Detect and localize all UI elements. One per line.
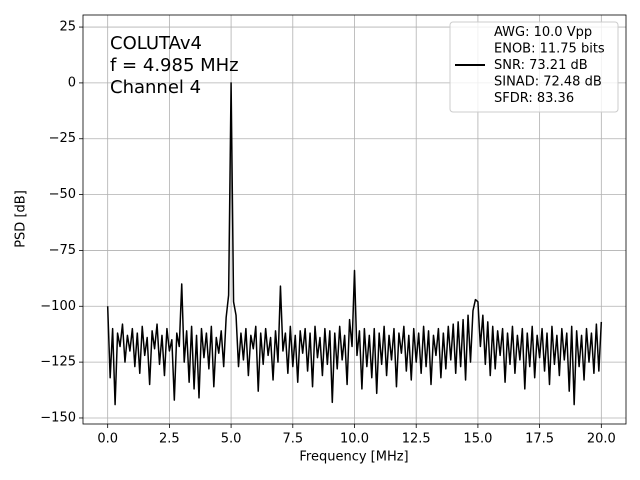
legend-box: [449, 21, 619, 113]
x-axis-label: Frequency [MHz]: [299, 450, 408, 465]
legend-label: AWG: 10.0 Vpp ENOB: 11.75 bits SNR: 73.21 …: [494, 25, 605, 106]
plot-area: [106, 82, 603, 406]
y-tick-label: 25: [59, 20, 76, 35]
x-tick-label: 12.5: [402, 432, 431, 447]
y-tick-label: −50: [49, 187, 76, 202]
y-tick-label: −150: [40, 410, 76, 425]
y-tick-label: 0: [68, 75, 76, 90]
series-line: [106, 82, 603, 406]
annotation-text: COLUTAv4: [110, 33, 202, 54]
x-tick-label: 0.0: [97, 432, 118, 447]
y-tick-label: −25: [49, 131, 76, 146]
x-tick-label: 2.5: [159, 432, 180, 447]
x-tick-label: 20.0: [587, 432, 616, 447]
y-axis-label: PSD [dB]: [14, 190, 29, 248]
x-tick-label: 7.5: [282, 432, 303, 447]
y-tick-label: −125: [40, 355, 76, 370]
annotation-text: Channel 4: [110, 77, 201, 98]
x-tick-label: 10.0: [340, 432, 369, 447]
legend: AWG: 10.0 Vpp ENOB: 11.75 bits SNR: 73.21 …: [449, 21, 619, 113]
y-tick-label: −100: [40, 299, 76, 314]
y-tick-label: −75: [49, 243, 76, 258]
x-tick-label: 5.0: [221, 432, 242, 447]
annotation-text: f = 4.985 MHz: [110, 55, 239, 76]
x-tick-label: 17.5: [525, 432, 554, 447]
x-tick-label: 15.0: [463, 432, 492, 447]
